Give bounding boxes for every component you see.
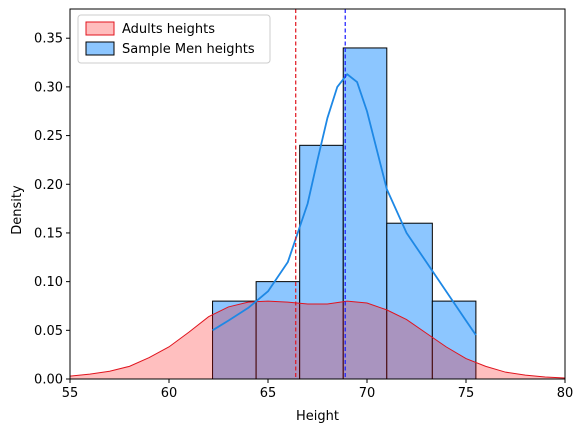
x-tick-label-55: 55 — [62, 386, 79, 401]
legend-label-1: Adults heights — [122, 22, 215, 37]
plot-area — [69, 8, 566, 380]
x-tick-label-80: 80 — [557, 386, 574, 401]
x-tick-label-60: 60 — [161, 386, 178, 401]
histogram-bar-2 — [255, 281, 301, 380]
legend: Adults heights Sample Men heights — [77, 14, 271, 64]
adults-kde-outline — [69, 300, 566, 379]
y-tick-label-0.00: 0.00 — [34, 373, 63, 388]
legend-swatch-1 — [85, 21, 115, 36]
plot-frame — [69, 8, 566, 380]
y-tick-label-0.35: 0.35 — [34, 32, 63, 47]
histogram-bar-1 — [212, 300, 257, 380]
y-tick-label-0.05: 0.05 — [34, 324, 63, 339]
y-tick-label-0.30: 0.30 — [34, 80, 63, 95]
y-tick-label-0.10: 0.10 — [34, 275, 63, 290]
x-tick-label-75: 75 — [458, 386, 475, 401]
adults-kde-area — [70, 301, 565, 379]
y-axis: 0.00 0.05 0.10 0.15 0.20 0.25 0.30 0.35 — [34, 32, 70, 388]
x-axis-label: Height — [296, 409, 339, 424]
x-tick-label-70: 70 — [359, 386, 376, 401]
legend-box — [77, 14, 271, 64]
y-tick-label-0.25: 0.25 — [34, 129, 63, 144]
sample-kde-line — [212, 73, 477, 336]
x-tick-label-65: 65 — [260, 386, 277, 401]
x-axis: 55 60 65 70 75 80 — [62, 379, 574, 401]
histogram-bar-3 — [299, 144, 344, 380]
y-tick-label-0.20: 0.20 — [34, 178, 63, 193]
legend-label-2: Sample Men heights — [122, 42, 255, 57]
y-tick-label-0.15: 0.15 — [34, 226, 63, 241]
y-axis-label: Density — [10, 185, 25, 235]
legend-swatch-2 — [85, 41, 115, 56]
